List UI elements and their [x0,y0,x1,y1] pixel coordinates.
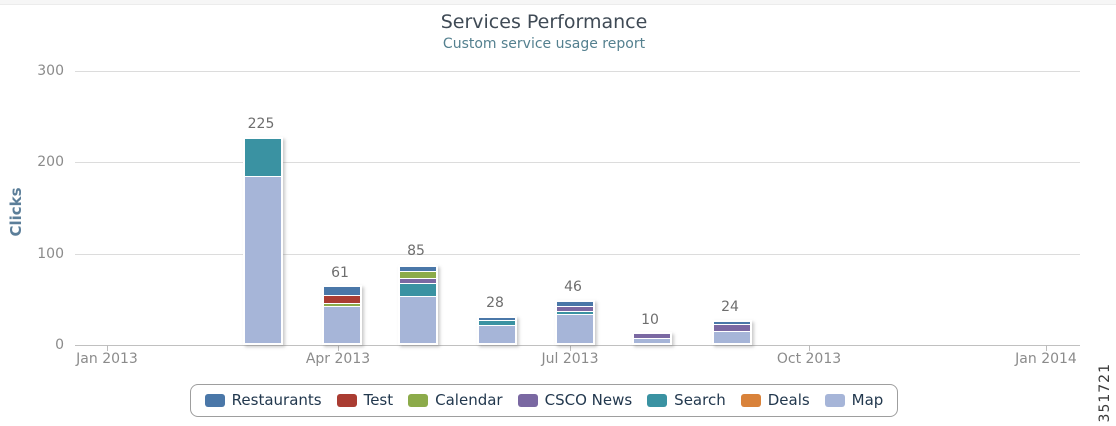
bar-segment-restaurants [400,267,436,271]
bar-segment-restaurants [714,322,750,324]
bar-segment-map [245,177,281,343]
legend-swatch-icon [408,393,429,407]
stacked-bar-may-2013 [398,265,438,345]
bar-total-label: 85 [407,243,425,260]
chart-legend: Restaurants Test Calendar CSCO News Search De… [189,384,899,417]
bar-segment-test [324,296,360,303]
bar-segment-csco-news [557,307,593,311]
bar-segment-search [479,321,515,325]
legend-label: Calendar [435,391,503,409]
legend-item-deals: Deals [740,391,810,409]
legend-swatch-icon [336,393,357,407]
legend-item-calendar: Calendar [408,391,503,409]
legend-swatch-icon [517,393,538,407]
bar-total-label: 10 [641,311,659,328]
x-tick-mark [809,345,810,351]
legend-label: Restaurants [231,391,322,409]
bar-segment-calendar [400,272,436,278]
bar-segment-map [634,339,670,343]
bar-total-label: 24 [721,299,739,316]
bar-segment-map [479,326,515,343]
legend-label: Test [363,391,394,409]
x-tick-label: Jul 2013 [541,351,599,367]
bar-total-label: 28 [486,295,504,312]
y-tick-label: 100 [37,245,64,262]
x-tick-mark [1046,345,1047,351]
bar-segment-map [324,307,360,343]
legend-item-csco-news: CSCO News [517,391,633,409]
y-tick-label: 300 [37,63,64,79]
x-tick-label: Apr 2013 [305,351,371,367]
x-tick-label: Jan 2013 [76,351,138,367]
bar-segment-csco-news [714,325,750,331]
legend-label: Deals [767,391,810,409]
x-tick-label: Oct 2013 [776,351,842,367]
top-divider [0,0,1116,5]
bar-total-label: 225 [247,115,275,132]
chart-subtitle: Custom service usage report [442,36,646,52]
stacked-bar-apr-2013 [322,285,362,345]
legend-item-restaurants: Restaurants [204,391,322,409]
figure-number: 351721 [1097,362,1113,422]
stacked-bar-sep-2013 [712,320,752,345]
x-tick-mark [338,345,339,351]
chart-title: Services Performance [440,11,648,33]
gridline [75,71,1080,72]
stacked-bar-jul-2013 [555,300,595,345]
bar-segment-restaurants [324,287,360,295]
legend-swatch-icon [740,393,761,407]
bar-segment-search [400,284,436,296]
stacked-bar-jun-2013 [477,316,517,345]
legend-row: Restaurants Test Calendar CSCO News Search De… [0,384,1088,417]
legend-item-test: Test [336,391,394,409]
bar-total-label: 61 [331,265,349,282]
bar-segment-calendar [324,304,360,306]
legend-swatch-icon [647,393,668,407]
bar-segment-restaurants [479,318,515,320]
gridline [75,162,1080,164]
x-tick-label: Jan 2014 [1015,351,1077,367]
legend-swatch-icon [204,393,225,407]
x-axis-line [75,345,1080,346]
y-tick-label: 200 [37,154,64,171]
stacked-bar-aug-2013 [632,332,672,345]
bar-segment-map [714,332,750,343]
bar-segment-search [245,139,281,176]
bar-segment-map [557,315,593,343]
legend-label: Map [851,391,884,409]
gridline [75,253,1080,255]
bar-segment-restaurants [557,302,593,306]
legend-label: CSCO News [544,391,633,409]
bar-segment-search [557,312,593,314]
bar-segment-csco-news [634,334,670,338]
bar-segment-csco-news [400,279,436,283]
bar-segment-map [400,297,436,343]
x-tick-mark [570,345,571,351]
bar-total-label: 46 [564,278,582,295]
chart-header: Services Performance Custom service usag… [0,11,1088,52]
legend-label: Search [674,391,726,409]
legend-item-search: Search [647,391,726,409]
x-tick-mark [107,345,108,351]
stacked-bar-mar-2013 [243,137,283,345]
legend-item-map: Map [824,391,884,409]
legend-swatch-icon [824,393,845,407]
y-tick-label: 0 [55,337,64,353]
